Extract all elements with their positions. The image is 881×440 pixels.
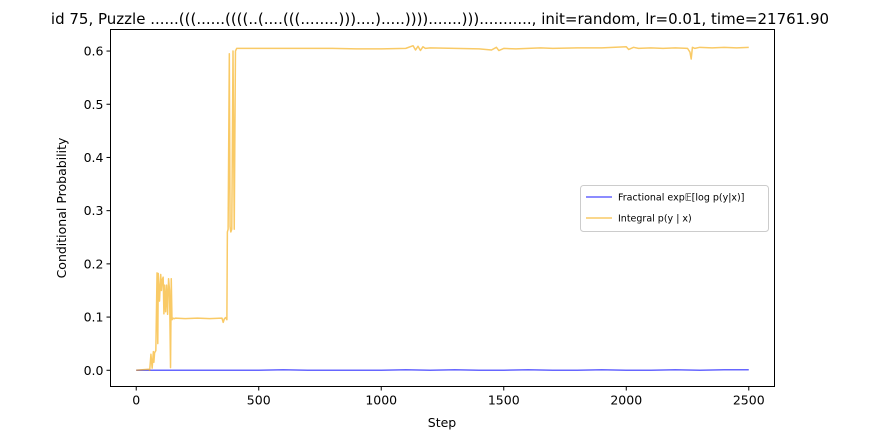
legend-label-integral: Integral p(y | x) bbox=[618, 214, 692, 225]
y-tick-label: 0.2 bbox=[84, 256, 104, 271]
x-tick-label: 0 bbox=[132, 393, 140, 408]
y-tick-label: 0.6 bbox=[84, 44, 104, 59]
y-tick-label: 0.3 bbox=[84, 203, 104, 218]
chart-title: id 75, Puzzle ......(((......((((..(....… bbox=[51, 10, 829, 28]
x-tick-label: 500 bbox=[247, 393, 271, 408]
y-tick-label: 0.4 bbox=[84, 150, 104, 165]
x-tick-label: 1500 bbox=[488, 393, 520, 408]
x-tick-label: 1000 bbox=[365, 393, 397, 408]
plot-frame bbox=[110, 29, 775, 387]
x-axis: 0 500 1000 1500 2000 2500 bbox=[132, 386, 765, 408]
x-tick-label: 2500 bbox=[733, 393, 765, 408]
y-axis: 0.0 0.1 0.2 0.3 0.4 0.5 0.6 bbox=[84, 44, 111, 378]
x-tick-label: 2000 bbox=[610, 393, 642, 408]
legend-label-fractional: Fractional exp𝔼[log p(y|x)] bbox=[618, 193, 744, 204]
plot-lines bbox=[136, 44, 749, 372]
y-axis-label: Conditional Probability bbox=[54, 137, 69, 278]
series-line-fractional bbox=[136, 368, 749, 372]
legend-box bbox=[580, 185, 769, 232]
legend: Fractional exp𝔼[log p(y|x)] Integral p(y… bbox=[580, 185, 769, 232]
y-tick-label: 0.0 bbox=[84, 363, 104, 378]
y-tick-label: 0.1 bbox=[84, 310, 104, 325]
x-axis-label: Step bbox=[428, 415, 457, 430]
y-tick-label: 0.5 bbox=[84, 97, 104, 112]
series-line-integral bbox=[136, 44, 749, 372]
